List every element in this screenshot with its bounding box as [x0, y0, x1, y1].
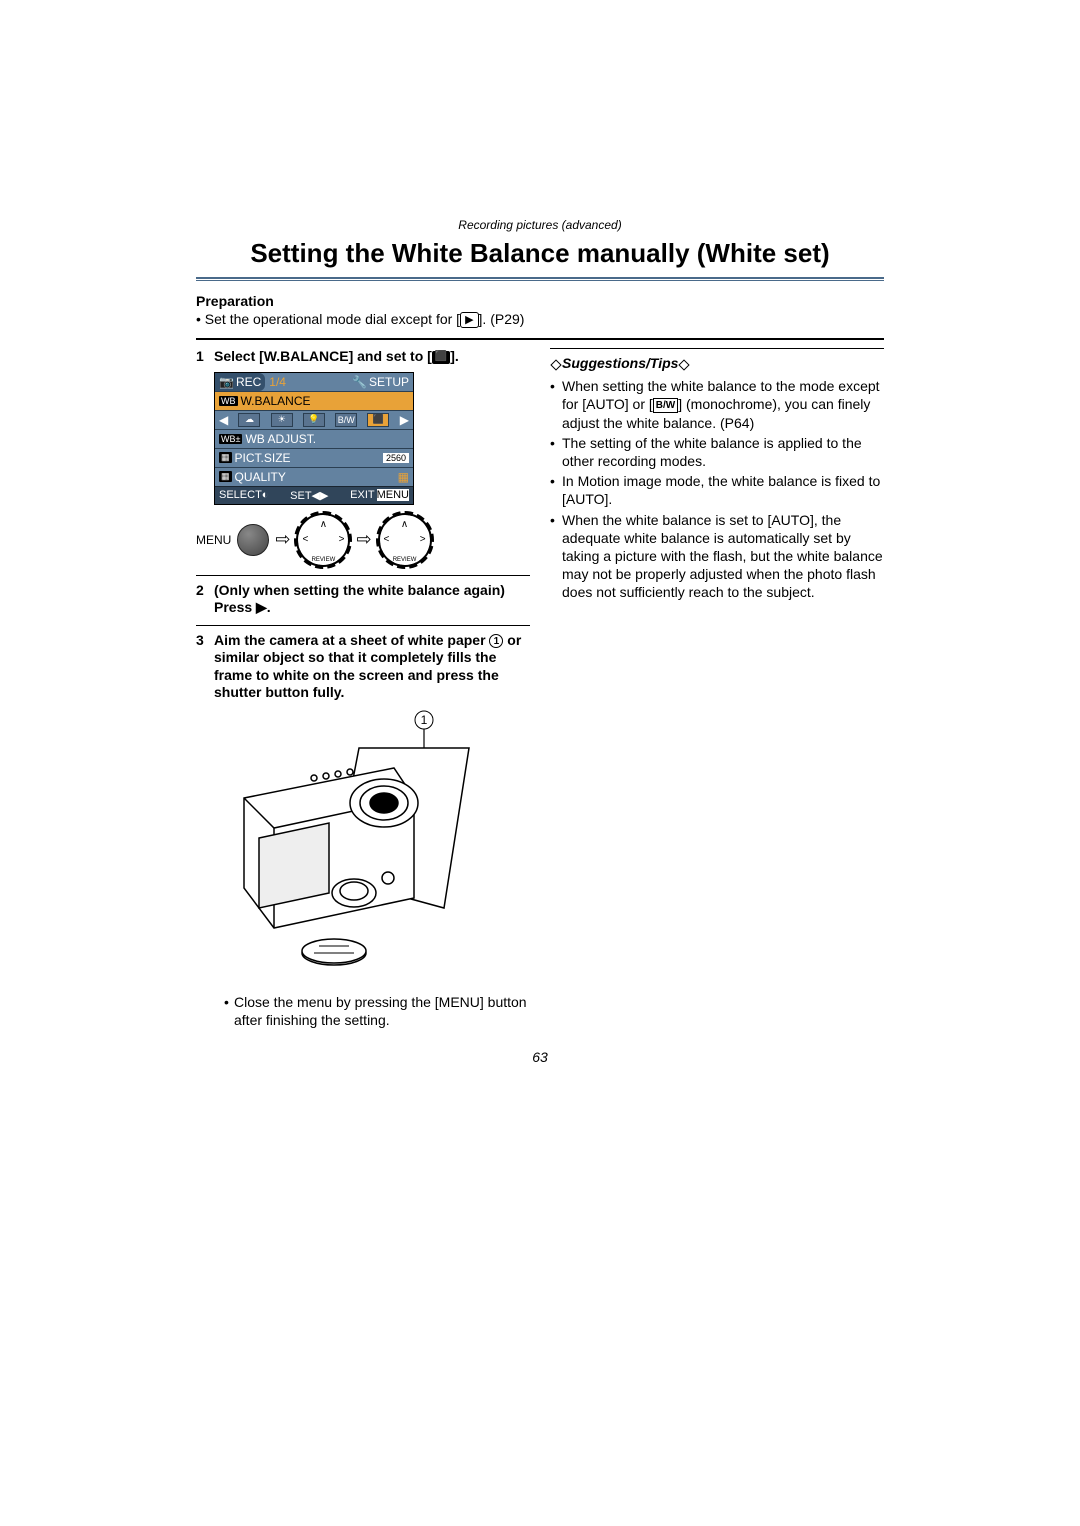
- step1-text-b: ].: [450, 348, 459, 364]
- dial-diagram: MENU ⇨ ∧ REVIEW < > ⇨ ∧ REVIEW < >: [196, 513, 530, 567]
- step-number: 1: [196, 348, 214, 366]
- step-text: (Only when setting the white balance aga…: [214, 582, 530, 617]
- nav-dial-2: ∧ REVIEW < >: [378, 513, 432, 567]
- footer-exit: EXITMENU: [350, 489, 409, 502]
- step-3: 3 Aim the camera at a sheet of white pap…: [196, 632, 530, 702]
- left-column: 1 Select [W.BALANCE] and set to [⬛]. 📷RE…: [196, 348, 530, 1031]
- tab-rec-label: REC: [236, 375, 261, 389]
- prep-text-b: ]. (P29): [479, 311, 525, 327]
- menu-badge-icon: MENU: [377, 489, 409, 501]
- tips-top-divider: [550, 348, 884, 349]
- preparation-text: • Set the operational mode dial except f…: [196, 311, 884, 328]
- wb-option-sun: ☀: [271, 413, 293, 427]
- tab-setup-label: SETUP: [369, 375, 409, 389]
- tips-list: When setting the white balance to the mo…: [550, 377, 884, 601]
- menu-tab-setup: 🔧SETUP: [348, 373, 413, 391]
- footer-select: SELECT◐: [219, 489, 268, 502]
- step-text: Select [W.BALANCE] and set to [⬛].: [214, 348, 459, 366]
- diamond-icon: [550, 359, 561, 370]
- pictsize-badge: ▦: [219, 452, 232, 463]
- callout-number: 1: [489, 634, 503, 648]
- diamond-icon: [679, 359, 690, 370]
- close-note-list: Close the menu by pressing the [MENU] bu…: [214, 993, 530, 1029]
- left-arrow-icon: <: [302, 534, 308, 545]
- preparation-heading: Preparation: [196, 293, 884, 309]
- tip-4: When the white balance is set to [AUTO],…: [550, 511, 884, 602]
- menu-quality-label: QUALITY: [235, 470, 286, 484]
- camera-menu-screenshot: 📷REC 1/4 🔧SETUP WB W.BALANCE ◀ ☁ ☀ 💡: [214, 372, 414, 505]
- menu-row-pictsize: ▦ PICT.SIZE 2560: [215, 448, 413, 467]
- menu-row-wbadjust: WB± WB ADJUST.: [215, 429, 413, 448]
- wrench-icon: 🔧: [352, 375, 367, 389]
- step-number: 3: [196, 632, 214, 702]
- menu-wbalance-label: W.BALANCE: [241, 394, 311, 408]
- camera-svg: 1: [214, 708, 474, 978]
- menu-tab-rec: 📷REC: [215, 373, 265, 391]
- two-column-layout: 1 Select [W.BALANCE] and set to [⬛]. 📷RE…: [196, 348, 884, 1031]
- callout-1: 1: [421, 713, 428, 727]
- quality-badge: ▦: [219, 471, 232, 482]
- right-arrow-icon: >: [420, 534, 426, 545]
- select-dial-icon: ◐: [262, 489, 269, 501]
- wb-option-cloud: ☁: [238, 413, 260, 427]
- wb-option-bulb: 💡: [303, 413, 325, 427]
- step3-text-a: Aim the camera at a sheet of white paper: [214, 632, 489, 648]
- step-divider: [196, 625, 530, 626]
- tips-heading-text: Suggestions/Tips: [562, 355, 678, 371]
- whiteset-icon: ⬛: [432, 351, 450, 364]
- playback-icon: ▶: [460, 312, 478, 328]
- camera-icon: 📷: [219, 375, 234, 389]
- tips-heading: Suggestions/Tips: [550, 355, 884, 371]
- content-divider: [196, 338, 884, 340]
- tip-2: The setting of the white balance is appl…: [550, 434, 884, 470]
- wb-option-whiteset: ⬛: [367, 413, 389, 427]
- page-content: Recording pictures (advanced) Setting th…: [196, 218, 884, 1065]
- right-column: Suggestions/Tips When setting the white …: [550, 348, 884, 1031]
- menu-wb-options: ◀ ☁ ☀ 💡 B/W ⬛ ▶: [215, 410, 413, 429]
- wb-option-bw: B/W: [335, 413, 357, 427]
- wbadj-badge: WB±: [219, 434, 242, 444]
- tip-1: When setting the white balance to the mo…: [550, 377, 884, 432]
- step-number: 2: [196, 582, 214, 617]
- menu-pictsize-label: PICT.SIZE: [235, 451, 291, 465]
- pictsize-value: 2560: [383, 453, 409, 463]
- menu-wbadjust-label: WB ADJUST.: [245, 432, 316, 446]
- prep-text-a: Set the operational mode dial except for…: [205, 311, 460, 327]
- bw-icon: B/W: [653, 398, 678, 413]
- review-label: REVIEW: [312, 557, 336, 563]
- menu-button-label: MENU: [196, 533, 231, 547]
- left-arrow-icon: ◀: [219, 413, 228, 427]
- nav-dial-1: ∧ REVIEW < >: [296, 513, 350, 567]
- footer-set: SET◀▶: [290, 489, 328, 502]
- quality-value-icon: ▦: [398, 470, 409, 484]
- up-arrow-icon: ∧: [401, 519, 408, 530]
- menu-footer: SELECT◐ SET◀▶ EXITMENU: [215, 486, 413, 504]
- right-arrow-icon: ▶: [400, 413, 409, 427]
- right-arrow-icon: >: [339, 534, 345, 545]
- menu-page-indicator: 1/4: [265, 373, 290, 391]
- step1-text-a: Select [W.BALANCE] and set to [: [214, 348, 432, 364]
- tip-3: In Motion image mode, the white balance …: [550, 472, 884, 508]
- review-label: REVIEW: [393, 557, 417, 563]
- menu-row-wbalance: WB W.BALANCE: [215, 391, 413, 410]
- camera-illustration: 1: [214, 708, 530, 983]
- left-arrow-icon: <: [384, 534, 390, 545]
- step-2: 2 (Only when setting the white balance a…: [196, 582, 530, 617]
- menu-button-icon: [237, 524, 269, 556]
- page-number: 63: [196, 1049, 884, 1065]
- section-header: Recording pictures (advanced): [196, 218, 884, 232]
- menu-tabs: 📷REC 1/4 🔧SETUP: [215, 373, 413, 391]
- step-divider: [196, 575, 530, 576]
- arrow-icon: ⇨: [356, 529, 371, 550]
- wb-badge: WB: [219, 396, 238, 406]
- step-1: 1 Select [W.BALANCE] and set to [⬛].: [196, 348, 530, 366]
- step-text: Aim the camera at a sheet of white paper…: [214, 632, 530, 702]
- page-title: Setting the White Balance manually (Whit…: [196, 238, 884, 269]
- arrow-icon: ⇨: [275, 529, 290, 550]
- up-arrow-icon: ∧: [320, 519, 327, 530]
- set-arrows-icon: ◀▶: [312, 490, 329, 502]
- title-divider: [196, 277, 884, 281]
- close-note: Close the menu by pressing the [MENU] bu…: [224, 993, 530, 1029]
- menu-row-quality: ▦ QUALITY ▦: [215, 467, 413, 486]
